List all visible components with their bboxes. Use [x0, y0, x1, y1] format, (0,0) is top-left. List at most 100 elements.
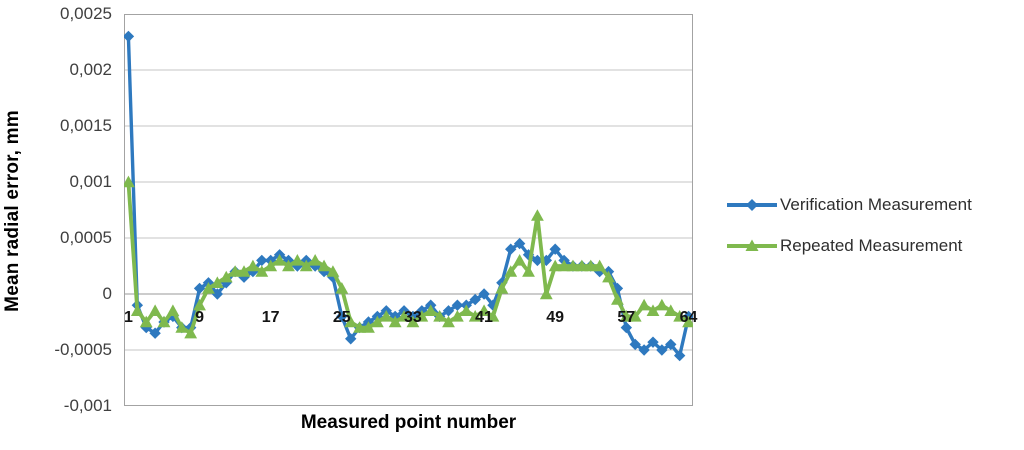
diamond-marker	[336, 310, 348, 323]
diamond-marker-icon	[727, 198, 777, 211]
triangle-marker	[264, 259, 278, 272]
triangle-marker-icon	[727, 239, 777, 251]
triangle-marker	[157, 315, 171, 328]
plot-border	[124, 14, 693, 406]
triangle-marker	[124, 175, 135, 188]
triangle-marker	[219, 270, 233, 283]
diamond-marker	[291, 260, 304, 272]
triangle-marker	[566, 259, 580, 272]
triangle-marker	[175, 321, 189, 333]
legend: Verification Measurement Repeated Measur…	[727, 193, 972, 275]
triangle-marker	[193, 298, 206, 311]
x-tick-label: 64	[679, 309, 698, 326]
triangle-marker	[593, 259, 607, 272]
triangle-marker	[637, 298, 651, 311]
triangle-marker	[184, 326, 198, 339]
diamond-marker	[673, 349, 686, 362]
triangle-marker	[477, 304, 491, 316]
diamond-marker	[345, 333, 357, 345]
triangle-marker	[539, 287, 553, 300]
y-tick-label: 0,0015	[60, 116, 112, 135]
diamond-marker	[309, 260, 321, 272]
diamond-marker	[638, 344, 650, 356]
diamond-marker	[656, 344, 668, 356]
triangle-marker	[495, 282, 509, 294]
triangle-marker	[379, 310, 393, 322]
triangle-marker	[130, 304, 144, 316]
y-tick-label: -0,001	[63, 396, 112, 415]
triangle-marker	[673, 310, 687, 322]
triangle-marker	[273, 254, 286, 266]
triangle-marker	[255, 265, 269, 277]
diamond-marker	[505, 243, 517, 255]
y-tick-label: 0,0025	[60, 4, 112, 23]
triangle-marker	[611, 293, 624, 305]
y-tick-label: 0,001	[69, 172, 112, 191]
x-tick-label: 17	[261, 309, 280, 326]
triangle-marker	[486, 310, 500, 322]
triangle-marker	[282, 259, 295, 272]
triangle-marker	[531, 209, 544, 221]
triangle-marker	[575, 259, 589, 272]
diamond-marker	[665, 338, 677, 351]
triangle-marker	[406, 315, 420, 328]
triangle-marker	[415, 310, 429, 322]
legend-label: Repeated Measurement	[780, 235, 963, 255]
triangle-marker	[628, 310, 642, 322]
triangle-marker	[664, 304, 678, 316]
legend-label: Verification Measurement	[780, 194, 972, 214]
x-axis-title: Measured point number	[300, 412, 517, 433]
diamond-marker	[442, 305, 455, 317]
y-tick-label: 0,0005	[60, 228, 112, 247]
triangle-marker	[353, 321, 367, 333]
x-tick-label: 9	[195, 309, 205, 326]
triangle-marker	[246, 259, 260, 272]
diamond-marker	[318, 265, 330, 278]
diamond-marker	[647, 336, 659, 348]
triangle-marker	[646, 304, 660, 316]
triangle-marker	[344, 315, 358, 328]
y-axis-title: Mean radial error, mm	[2, 110, 23, 312]
legend-item-repeated: Repeated Measurement	[727, 234, 972, 257]
triangle-marker	[682, 315, 693, 328]
triangle-marker	[557, 259, 571, 272]
triangle-marker	[459, 304, 473, 316]
triangle-marker	[317, 259, 331, 272]
x-tick-label: 57	[617, 309, 636, 326]
triangle-marker	[424, 304, 438, 316]
triangle-marker	[504, 265, 518, 277]
triangle-marker	[388, 315, 402, 328]
triangle-marker	[370, 315, 384, 328]
triangle-marker	[397, 310, 411, 322]
diamond-marker	[549, 243, 561, 255]
triangle-marker	[326, 265, 340, 277]
triangle-marker	[584, 259, 598, 272]
triangle-marker	[202, 282, 215, 294]
triangle-marker	[308, 254, 322, 266]
triangle-marker	[522, 265, 535, 277]
triangle-marker	[602, 270, 615, 283]
triangle-marker	[228, 265, 242, 277]
x-tick-label: 33	[404, 309, 422, 326]
triangle-marker	[433, 310, 447, 322]
triangle-marker	[442, 315, 455, 328]
series-line	[126, 34, 691, 358]
x-tick-label: 25	[332, 309, 351, 326]
triangle-marker	[450, 310, 464, 322]
y-tick-label: 0	[102, 284, 112, 303]
triangle-marker	[362, 321, 375, 333]
y-tick-label: 0,002	[69, 60, 112, 79]
diamond-marker	[469, 293, 481, 306]
triangle-marker	[513, 254, 527, 266]
diamond-marker	[451, 299, 464, 311]
triangle-marker	[655, 298, 669, 311]
diamond-marker	[478, 288, 490, 300]
plot-area	[124, 14, 693, 406]
triangle-marker	[468, 310, 482, 322]
x-tick-label: 41	[475, 309, 493, 326]
triangle-marker	[210, 276, 224, 288]
triangle-marker	[166, 304, 180, 316]
x-tick-label: 1	[123, 309, 133, 326]
triangle-marker	[237, 265, 251, 277]
